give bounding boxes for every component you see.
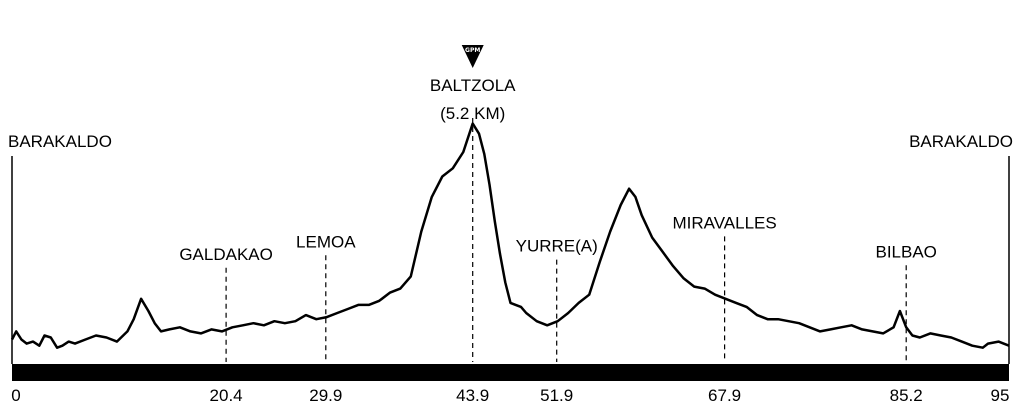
km-tick-label: 0: [11, 386, 20, 405]
mountain-pass-icon: [461, 45, 484, 68]
distance-bar: [12, 364, 1009, 381]
km-tick-label: 67.9: [708, 386, 741, 405]
location-label: MIRAVALLES: [672, 213, 776, 232]
km-tick-label: 43.9: [456, 386, 489, 405]
location-label: YURRE(A): [516, 237, 598, 256]
km-tick-label: 51.9: [540, 386, 573, 405]
location-label: LEMOA: [296, 232, 356, 251]
mountain-pass-badge-label: GPM: [465, 47, 480, 54]
km-tick-label: 29.9: [309, 386, 342, 405]
km-tick-label: 85.2: [890, 386, 923, 405]
location-label: BARAKALDO: [909, 132, 1013, 151]
location-label: BILBAO: [875, 242, 936, 261]
km-tick-label: 20.4: [210, 386, 243, 405]
km-tick-label: 95: [991, 386, 1010, 405]
location-label: GALDAKAO: [179, 245, 273, 264]
location-detail-label: (5.2 KM): [440, 104, 505, 123]
elevation-line: [10, 122, 1010, 349]
location-label: BARAKALDO: [8, 132, 112, 151]
location-label: BALTZOLA: [430, 76, 516, 95]
